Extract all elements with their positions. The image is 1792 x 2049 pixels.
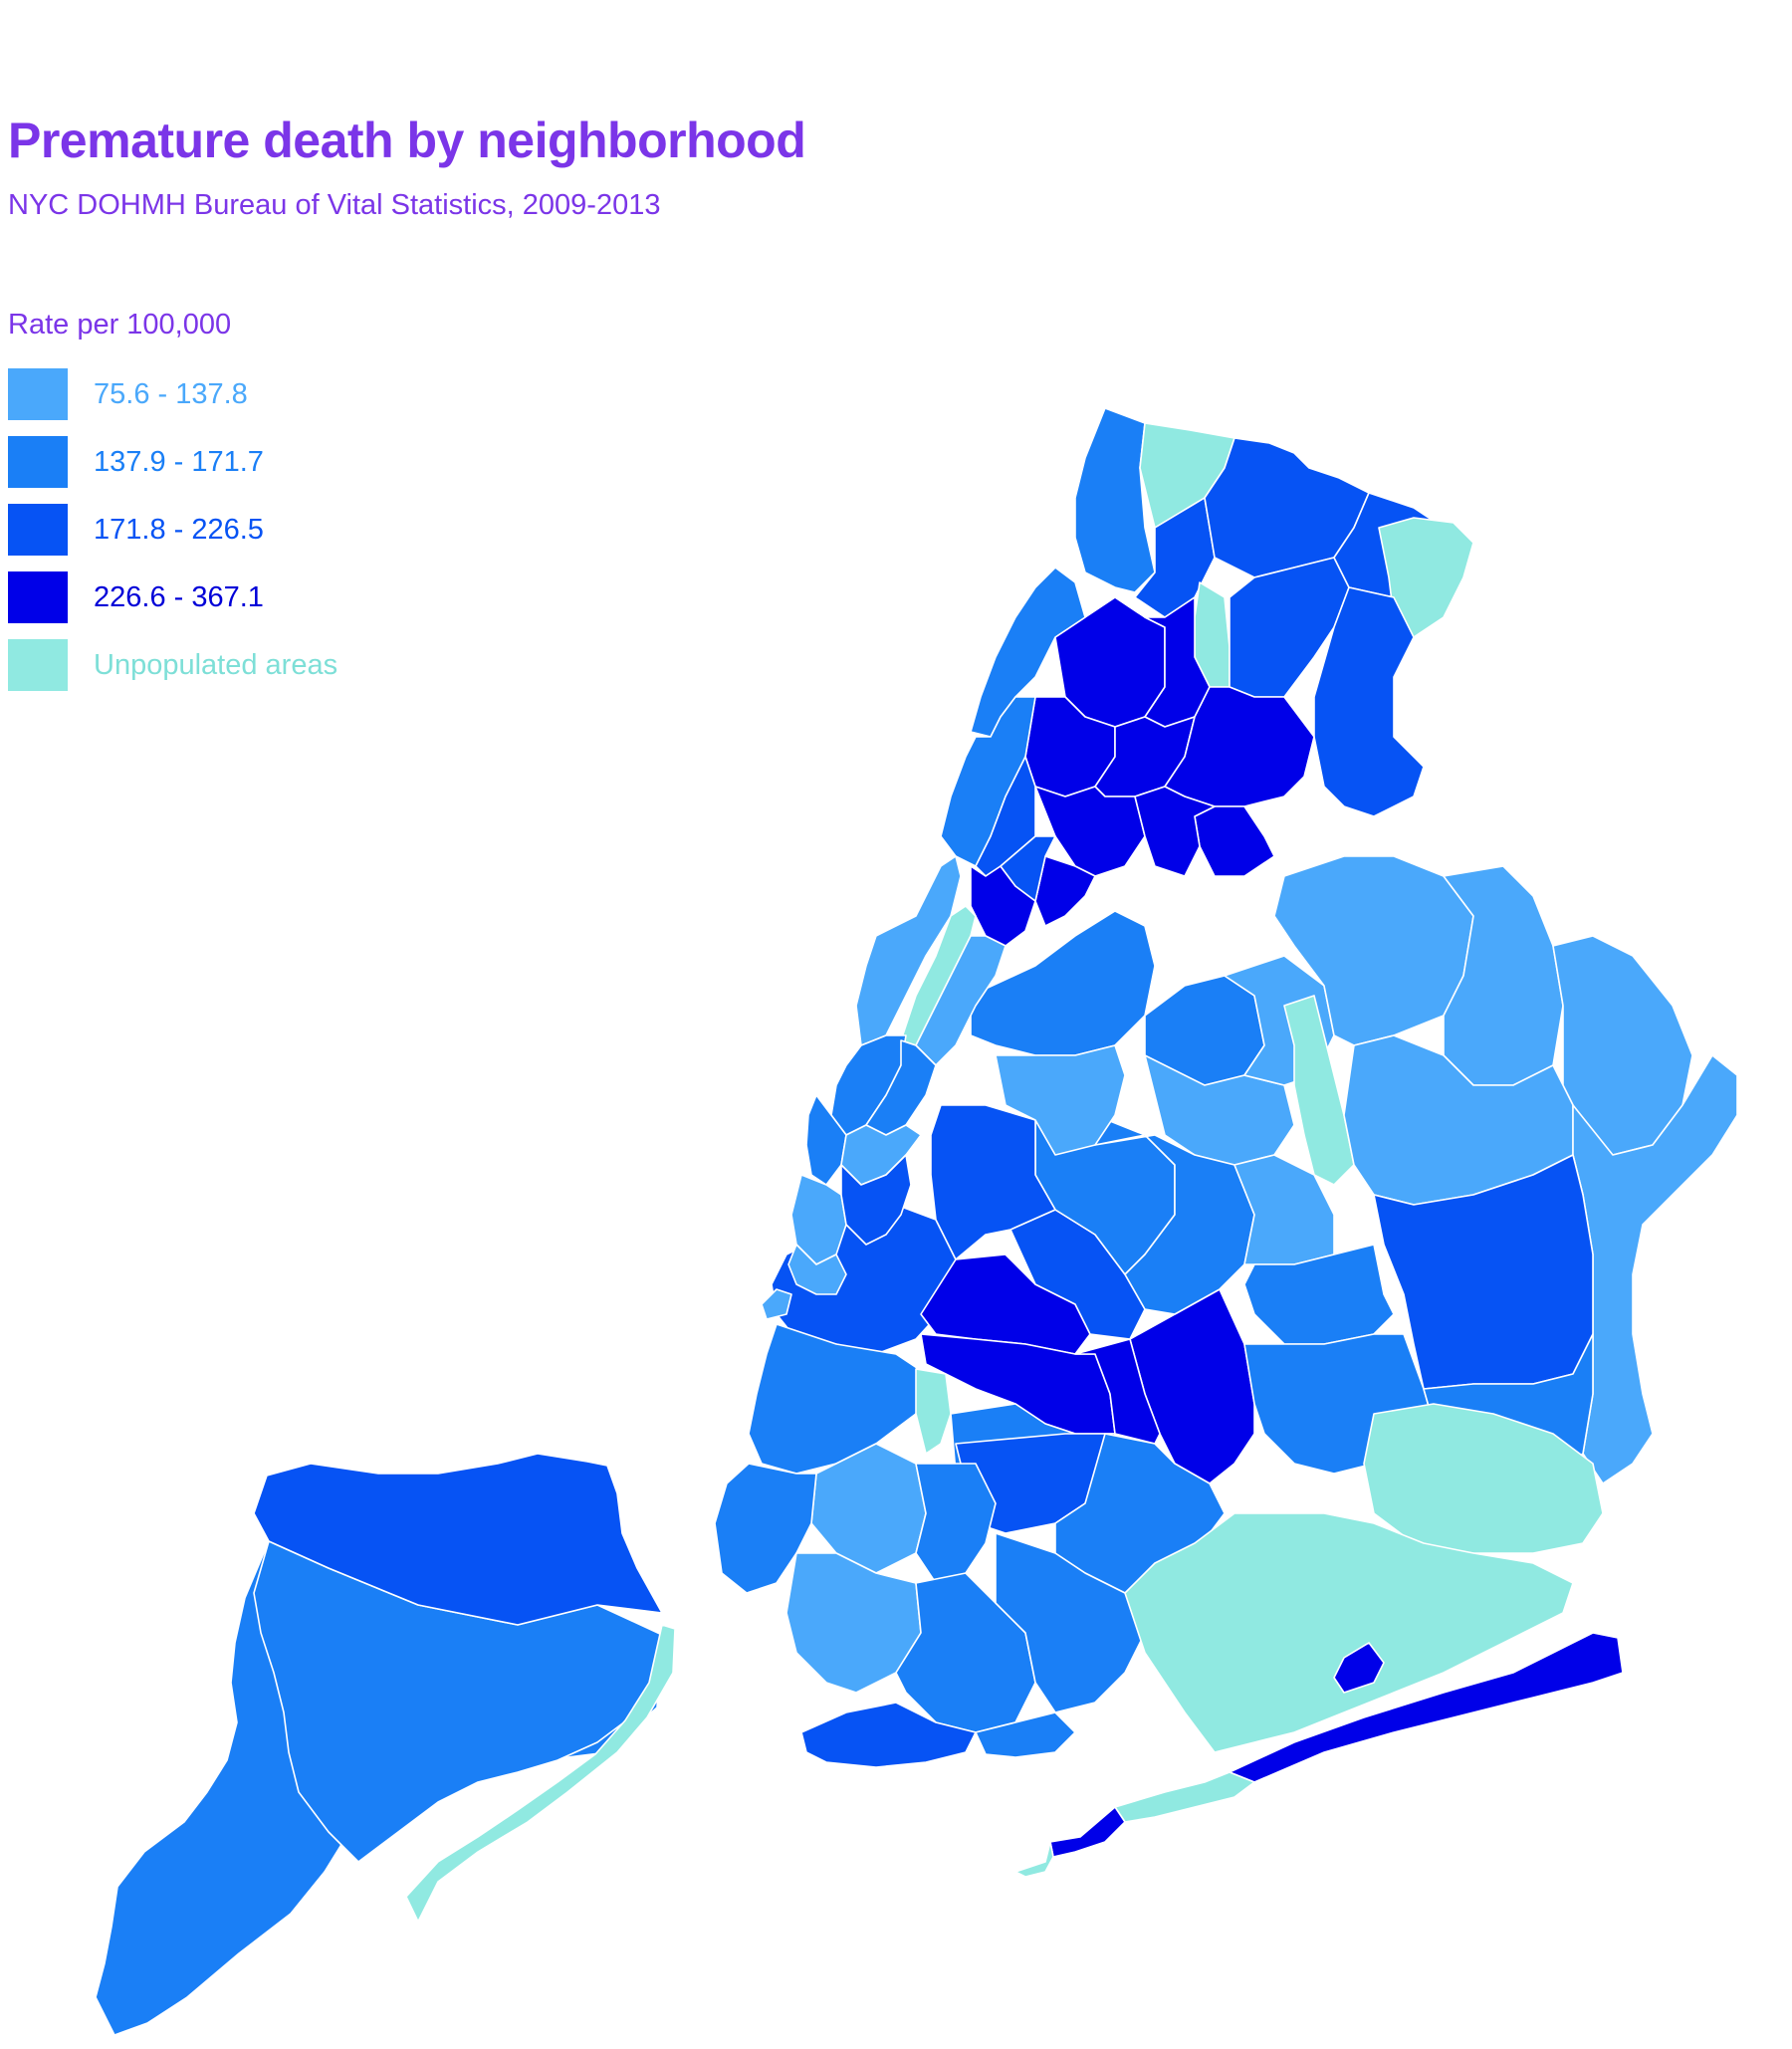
brooklyn-sheepshead-bay	[995, 1532, 1146, 1713]
queens-kew-gardens	[1243, 1244, 1395, 1345]
legend-item-1: 75.6 - 137.8	[8, 368, 248, 420]
bronx	[995, 407, 1474, 927]
manhattan-harlem-east	[970, 865, 1036, 947]
legend-item-3: 171.8 - 226.5	[8, 504, 264, 556]
queens	[970, 855, 1738, 1878]
legend-label: 226.6 - 367.1	[94, 580, 264, 613]
legend-swatch	[8, 571, 68, 623]
legend-label: 137.9 - 171.7	[94, 445, 264, 478]
queens-flushing	[1273, 855, 1474, 1046]
legend-label: 171.8 - 226.5	[94, 513, 264, 546]
legend-title: Rate per 100,000	[8, 309, 232, 341]
manhattan-upper-east-side	[915, 935, 1007, 1066]
manhattan-upper-west-side	[855, 855, 962, 1046]
legend-label: 75.6 - 137.8	[94, 377, 248, 410]
legend-label: Unpopulated areas	[94, 648, 338, 681]
legend-item-5: Unpopulated areas	[8, 639, 337, 691]
brooklyn	[714, 1104, 1255, 1768]
queens-rockaway-west	[1114, 1771, 1255, 1823]
staten-island-unpopulated-east	[405, 1624, 676, 1923]
legend-swatch	[8, 368, 68, 420]
manhattan	[761, 567, 1086, 1320]
brooklyn-borough-park	[915, 1463, 997, 1584]
bronx-hunts-point	[1134, 786, 1216, 877]
manhattan-roosevelt-island	[761, 1288, 792, 1320]
legend-swatch	[8, 436, 68, 488]
map-subtitle: NYC DOHMH Bureau of Vital Statistics, 20…	[8, 189, 661, 221]
legend-swatch	[8, 504, 68, 556]
queens-rockaway-mid	[1049, 1806, 1126, 1858]
bronx-soundview	[1194, 805, 1275, 877]
queens-breezy-point	[1014, 1841, 1054, 1878]
brooklyn-greenpoint	[930, 1104, 1056, 1260]
brooklyn-brighton-beach	[975, 1711, 1076, 1758]
manhattan-lower-east-side	[840, 1154, 912, 1246]
bronx-mott-haven	[1034, 855, 1096, 927]
legend-item-2: 137.9 - 171.7	[8, 436, 264, 488]
map-title: Premature death by neighborhood	[8, 113, 806, 168]
queens-elmhurst	[1144, 1054, 1295, 1166]
brooklyn-sunset-park	[748, 1323, 927, 1475]
brooklyn-prospect-park	[915, 1368, 952, 1455]
queens-rockaway-east	[1229, 1632, 1624, 1783]
legend-item-4: 226.6 - 367.1	[8, 571, 264, 623]
staten-island	[95, 1453, 676, 2036]
queens-flushing-meadows-park	[1283, 995, 1355, 1186]
manhattan-financial-district	[787, 1244, 847, 1295]
legend-swatch	[8, 639, 68, 691]
queens-ridgewood	[1094, 1134, 1255, 1315]
bronx-williamsbridge	[1229, 557, 1350, 698]
queens-jfk-airport	[1363, 1403, 1604, 1554]
brooklyn-coney-island	[800, 1702, 977, 1768]
queens-rockaway-inlet	[1333, 1642, 1385, 1694]
queens-jamaica-bay	[1124, 1512, 1574, 1753]
queens-long-island-city	[995, 1044, 1126, 1156]
bronx-throgs-neck	[1313, 586, 1425, 817]
staten-island-north-shore	[253, 1453, 663, 1626]
manhattan-east-harlem	[1000, 835, 1056, 902]
brooklyn-dyker-heights	[714, 1463, 817, 1594]
